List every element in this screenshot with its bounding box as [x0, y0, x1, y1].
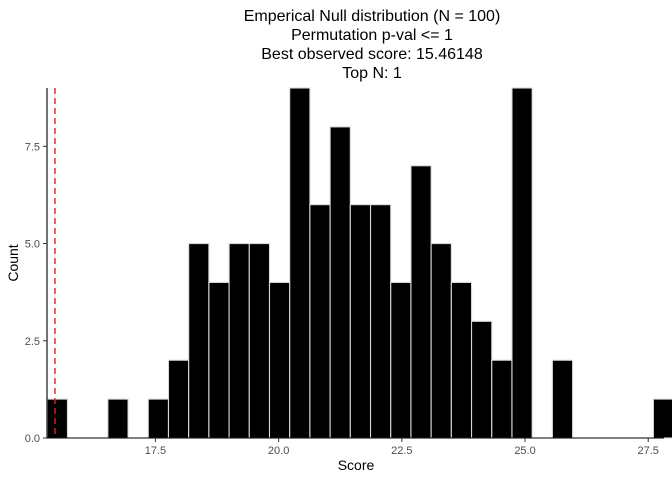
histogram-bar-19 — [430, 243, 452, 439]
x-axis-label: Score — [338, 457, 375, 473]
histogram-bar-3 — [107, 398, 129, 439]
histogram-bar-25 — [551, 359, 574, 439]
histogram-bar-7 — [188, 243, 210, 439]
histogram-bar-9 — [228, 243, 250, 439]
y-tick-label-0: 0.0 — [25, 433, 40, 445]
title-line-3: Best observed score: 15.46148 — [261, 46, 483, 63]
histogram-bar-10 — [248, 243, 271, 439]
histogram-bar-17 — [390, 281, 412, 439]
histogram-bar-12 — [289, 87, 311, 439]
histogram-bar-30 — [652, 398, 672, 439]
title-line-4: Top N: 1 — [342, 65, 402, 82]
histogram-bar-16 — [369, 204, 392, 439]
y-tick-label-2: 5.0 — [25, 239, 40, 251]
title-line-1: Emperical Null distribution (N = 100) — [244, 8, 501, 25]
histogram-bar-18 — [410, 165, 432, 439]
histogram-bar-13 — [309, 204, 331, 439]
y-tick-label-3: 7.5 — [25, 141, 40, 153]
histogram-bar-11 — [268, 281, 291, 439]
x-tick-label-0: 17.5 — [145, 445, 166, 457]
histogram-bars — [46, 87, 672, 439]
histogram-bar-21 — [471, 320, 493, 439]
x-tick-label-4: 27.5 — [638, 445, 659, 457]
chart-title: Emperical Null distribution (N = 100) Pe… — [244, 8, 501, 82]
histogram-bar-5 — [147, 398, 170, 439]
histogram-bar-8 — [208, 281, 230, 439]
x-tick-label-2: 22.5 — [391, 445, 412, 457]
x-axis-ticks: 17.5 20.0 22.5 25.0 27.5 — [145, 438, 659, 457]
histogram-bar-22 — [491, 359, 513, 439]
y-axis-ticks: 0.0 2.5 5.0 7.5 — [25, 141, 47, 445]
title-line-2: Permutation p-val <= 1 — [291, 27, 453, 44]
histogram-bar-14 — [329, 126, 351, 439]
x-tick-label-3: 25.0 — [514, 445, 535, 457]
y-axis-label: Count — [5, 244, 21, 281]
histogram-bar-15 — [349, 204, 372, 439]
histogram-bar-23 — [511, 87, 533, 439]
x-tick-label-1: 20.0 — [268, 445, 289, 457]
histogram-bar-20 — [450, 281, 473, 439]
y-tick-label-1: 2.5 — [25, 336, 40, 348]
histogram-bar-0 — [46, 398, 69, 439]
histogram-bar-6 — [167, 359, 190, 439]
